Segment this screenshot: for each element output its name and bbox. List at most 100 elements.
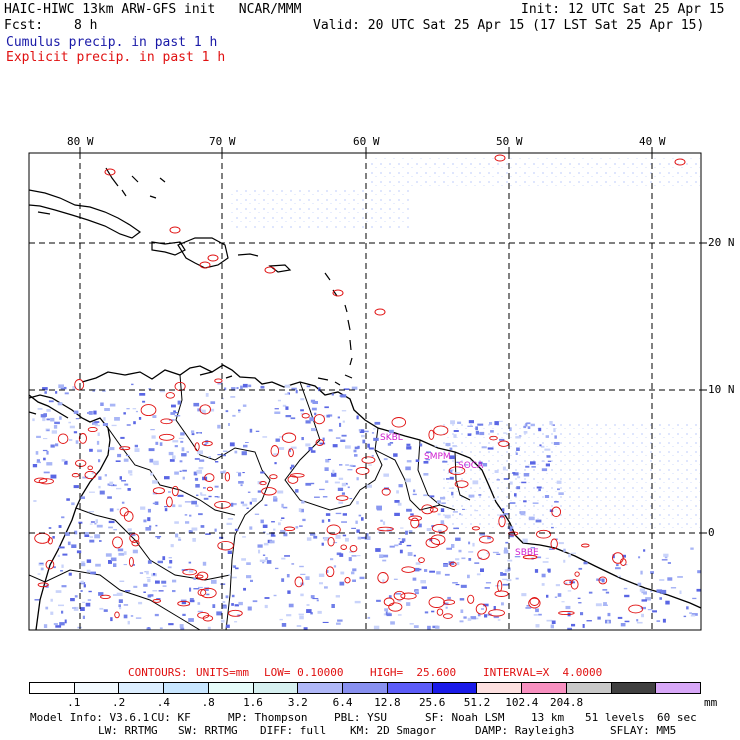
precip-cell xyxy=(356,529,360,533)
precip-cell xyxy=(367,616,371,619)
precip-cell xyxy=(228,423,230,426)
precip-cell xyxy=(361,434,365,438)
contour-ring xyxy=(448,466,466,476)
precip-cell xyxy=(236,387,239,390)
precip-cell xyxy=(340,439,346,442)
precip-cell xyxy=(199,459,205,462)
precip-cell xyxy=(262,554,266,556)
precip-cell xyxy=(418,523,422,528)
station-skbl: SKBL xyxy=(380,433,403,443)
precip-cell xyxy=(217,496,220,499)
precip-cell xyxy=(99,490,105,495)
precip-cell xyxy=(281,517,285,519)
precip-cell xyxy=(476,573,481,576)
precip-cell xyxy=(359,429,365,433)
precip-cell xyxy=(175,533,179,538)
precip-cell xyxy=(689,612,692,614)
precip-cell xyxy=(73,606,79,611)
precip-cell xyxy=(229,442,235,447)
precip-cell xyxy=(652,610,657,613)
precip-cell xyxy=(175,412,179,414)
precip-cell xyxy=(65,532,70,536)
precip-cell xyxy=(413,625,419,628)
precip-cell xyxy=(204,443,207,445)
lat-label-20n: 20 N xyxy=(708,236,735,249)
precip-cell xyxy=(474,562,480,564)
precip-cell xyxy=(279,618,283,621)
precip-cell xyxy=(405,530,408,535)
precip-cell xyxy=(48,400,54,403)
precip-cell xyxy=(493,615,499,619)
precip-cell xyxy=(521,593,527,597)
precip-cell xyxy=(300,398,305,401)
precip-cell xyxy=(319,488,325,491)
precip-cell xyxy=(72,607,77,609)
precip-cell xyxy=(330,558,334,561)
precip-cell xyxy=(242,503,248,507)
contour-ring xyxy=(428,429,435,440)
precip-cell xyxy=(82,476,89,479)
precip-cell xyxy=(314,412,317,416)
contour-ring xyxy=(74,379,85,391)
contour-ring xyxy=(34,532,51,544)
precip-cell xyxy=(481,446,487,449)
precip-cell xyxy=(424,611,429,614)
precip-cell xyxy=(467,433,472,436)
precip-cell xyxy=(147,517,151,522)
precip-cell xyxy=(98,459,101,463)
precip-cell xyxy=(260,385,265,389)
precip-cell xyxy=(143,583,148,587)
precip-cell xyxy=(234,621,238,623)
precip-cell xyxy=(643,591,647,595)
precip-cell xyxy=(650,590,653,593)
precip-cell xyxy=(306,385,311,388)
contour-ring xyxy=(326,524,341,535)
precip-cell xyxy=(509,427,512,432)
contour-ring xyxy=(563,579,573,586)
precip-cell xyxy=(328,430,333,432)
precip-cell xyxy=(248,384,252,388)
precip-cell xyxy=(144,571,147,573)
precip-cell xyxy=(46,409,51,412)
precip-cell xyxy=(240,385,243,390)
precip-cell xyxy=(282,506,288,509)
forecast-value: 8 h xyxy=(74,18,98,33)
precip-cell xyxy=(349,464,353,467)
precip-cell xyxy=(462,508,465,510)
precip-cell xyxy=(159,442,163,446)
precip-cell xyxy=(427,625,431,630)
colorbar-tick-label: 204.8 xyxy=(550,696,584,709)
contours-low: LOW= 0.10000 xyxy=(264,666,344,679)
precip-cell xyxy=(406,544,412,547)
footer-timestep: 60 sec xyxy=(657,711,697,724)
precip-cell xyxy=(383,458,388,461)
precip-cell xyxy=(130,615,134,617)
contour-ring xyxy=(294,576,304,588)
contour-ring xyxy=(418,557,425,563)
contour-ring xyxy=(497,580,503,592)
precip-cell xyxy=(467,425,473,427)
precip-cell xyxy=(509,502,516,504)
precip-cell xyxy=(383,473,389,477)
precip-field xyxy=(32,154,701,630)
precip-cell xyxy=(677,576,683,578)
precip-cell xyxy=(415,562,421,565)
precip-cell xyxy=(484,587,490,589)
precip-cell xyxy=(110,557,117,562)
precip-cell xyxy=(538,488,541,492)
precip-cell xyxy=(602,589,608,591)
precip-cell xyxy=(198,586,203,589)
precip-cell xyxy=(406,602,411,606)
precip-cell xyxy=(156,598,161,600)
contour-ring xyxy=(301,413,310,419)
precip-cell xyxy=(583,561,588,565)
precip-cell xyxy=(313,535,318,539)
contour-ring xyxy=(528,597,541,609)
colorbar-tick-label: .4 xyxy=(156,696,171,709)
precip-cell xyxy=(61,459,66,462)
precip-colorbar xyxy=(29,682,701,694)
precip-cell xyxy=(257,490,261,493)
precip-cell xyxy=(310,595,315,599)
precip-cell xyxy=(388,595,392,598)
